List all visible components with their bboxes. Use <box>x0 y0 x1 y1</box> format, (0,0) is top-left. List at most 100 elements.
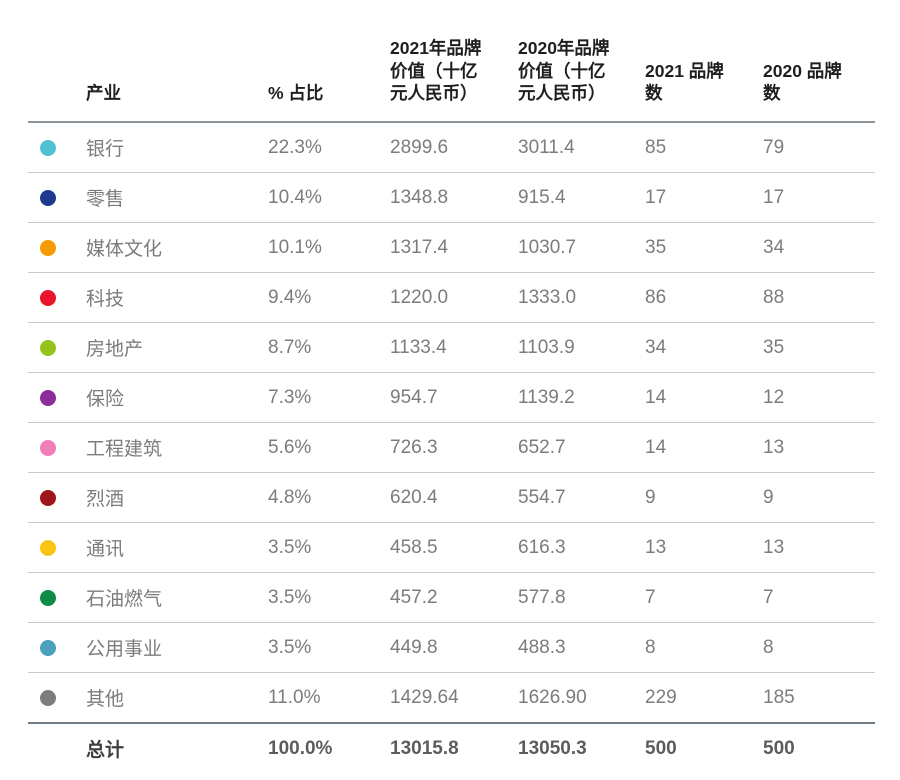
cell-brand-value-2021: 620.4 <box>390 486 438 508</box>
cell-brand-count-2020: 8 <box>763 636 774 658</box>
cell-brand-count-2020: 88 <box>763 286 785 308</box>
industry-brand-value-table: 产业 % 占比 2021年品牌价值（十亿元人民币） 2020年品牌价值（十亿元人… <box>28 0 875 773</box>
table-header-row: 产业 % 占比 2021年品牌价值（十亿元人民币） 2020年品牌价值（十亿元人… <box>28 0 875 123</box>
cell-brand-value-2020: 616.3 <box>518 536 566 558</box>
legend-dot-icon <box>40 289 56 306</box>
legend-dot-cell <box>28 439 86 456</box>
cell-brand-value-2020: 652.7 <box>518 436 566 458</box>
cell-brand-count-2020: 12 <box>763 386 785 408</box>
cell-pct-share: 4.8% <box>268 486 312 508</box>
cell-pct-share: 11.0% <box>268 686 321 708</box>
cell-pct-share: 10.1% <box>268 236 322 258</box>
column-header-brand-value-2020: 2020年品牌价值（十亿元人民币） <box>518 37 610 104</box>
table-row: 零售 10.4% 1348.8 915.4 17 17 <box>28 173 875 223</box>
table-row: 烈酒 4.8% 620.4 554.7 9 9 <box>28 473 875 523</box>
cell-brand-value-2020: 1103.9 <box>518 336 575 358</box>
legend-dot-icon <box>40 589 56 606</box>
cell-brand-value-2021: 457.2 <box>390 586 438 608</box>
cell-pct-share: 5.6% <box>268 436 312 458</box>
cell-industry: 其他 <box>86 689 125 710</box>
legend-dot-icon <box>40 339 56 356</box>
cell-brand-count-2020: 79 <box>763 136 785 158</box>
cell-brand-value-2021: 458.5 <box>390 536 438 558</box>
cell-brand-count-2021: 86 <box>645 286 667 308</box>
table-row: 科技 9.4% 1220.0 1333.0 86 88 <box>28 273 875 323</box>
total-pct-share: 100.0% <box>268 737 333 759</box>
cell-brand-value-2020: 915.4 <box>518 186 566 208</box>
column-header-brand-value-2021: 2021年品牌价值（十亿元人民币） <box>390 37 482 104</box>
cell-brand-count-2021: 14 <box>645 386 667 408</box>
cell-industry: 工程建筑 <box>86 439 163 460</box>
column-header-pct-share: % 占比 <box>268 83 324 104</box>
legend-dot-icon <box>40 489 56 506</box>
cell-brand-count-2021: 14 <box>645 436 667 458</box>
cell-pct-share: 8.7% <box>268 336 312 358</box>
table-total-row: 总计 100.0% 13015.8 13050.3 500 500 <box>28 722 875 773</box>
cell-pct-share: 3.5% <box>268 536 312 558</box>
cell-brand-count-2021: 8 <box>645 636 656 658</box>
table-row: 工程建筑 5.6% 726.3 652.7 14 13 <box>28 423 875 473</box>
table-row: 银行 22.3% 2899.6 3011.4 85 79 <box>28 123 875 173</box>
cell-brand-value-2021: 449.8 <box>390 636 438 658</box>
total-brand-count-2020: 500 <box>763 737 795 759</box>
cell-industry: 公用事业 <box>86 639 163 660</box>
cell-brand-value-2020: 577.8 <box>518 586 566 608</box>
cell-brand-value-2021: 954.7 <box>390 386 438 408</box>
cell-brand-count-2021: 9 <box>645 486 656 508</box>
total-brand-value-2020: 13050.3 <box>518 737 587 759</box>
cell-brand-count-2020: 9 <box>763 486 774 508</box>
cell-brand-value-2020: 488.3 <box>518 636 566 658</box>
column-header-brand-count-2020: 2020 品牌数 <box>763 60 842 104</box>
cell-brand-count-2020: 7 <box>763 586 774 608</box>
cell-brand-value-2021: 1348.8 <box>390 186 449 208</box>
legend-dot-cell <box>28 139 86 156</box>
legend-dot-cell <box>28 639 86 656</box>
legend-dot-cell <box>28 289 86 306</box>
cell-industry: 烈酒 <box>86 489 125 510</box>
total-label: 总计 <box>86 740 125 761</box>
cell-industry: 通讯 <box>86 539 125 560</box>
cell-brand-value-2021: 1317.4 <box>390 236 449 258</box>
legend-dot-cell <box>28 189 86 206</box>
legend-dot-icon <box>40 639 56 656</box>
cell-brand-value-2020: 554.7 <box>518 486 566 508</box>
table-row: 公用事业 3.5% 449.8 488.3 8 8 <box>28 623 875 673</box>
cell-industry: 科技 <box>86 289 125 310</box>
legend-dot-cell <box>28 389 86 406</box>
cell-brand-count-2020: 13 <box>763 436 785 458</box>
cell-pct-share: 9.4% <box>268 286 312 308</box>
cell-brand-count-2021: 17 <box>645 186 667 208</box>
table-row: 媒体文化 10.1% 1317.4 1030.7 35 34 <box>28 223 875 273</box>
cell-brand-count-2021: 13 <box>645 536 667 558</box>
cell-brand-value-2020: 1626.90 <box>518 686 587 708</box>
cell-pct-share: 10.4% <box>268 186 322 208</box>
cell-brand-count-2021: 85 <box>645 136 667 158</box>
cell-brand-count-2021: 34 <box>645 336 667 358</box>
legend-dot-cell <box>28 489 86 506</box>
legend-dot-cell <box>28 339 86 356</box>
cell-brand-count-2021: 229 <box>645 686 677 708</box>
cell-brand-value-2021: 1133.4 <box>390 336 447 358</box>
table-row: 石油燃气 3.5% 457.2 577.8 7 7 <box>28 573 875 623</box>
cell-industry: 石油燃气 <box>86 589 163 610</box>
cell-pct-share: 3.5% <box>268 586 312 608</box>
legend-dot-icon <box>40 239 56 256</box>
cell-industry: 房地产 <box>86 339 144 360</box>
legend-dot-icon <box>40 189 56 206</box>
column-header-brand-count-2021: 2021 品牌数 <box>645 60 724 104</box>
total-brand-count-2021: 500 <box>645 737 677 759</box>
total-brand-value-2021: 13015.8 <box>390 737 459 759</box>
cell-brand-value-2021: 1429.64 <box>390 686 459 708</box>
cell-brand-count-2020: 13 <box>763 536 785 558</box>
cell-brand-count-2020: 17 <box>763 186 785 208</box>
cell-brand-value-2021: 2899.6 <box>390 136 449 158</box>
cell-pct-share: 7.3% <box>268 386 312 408</box>
legend-dot-icon <box>40 439 56 456</box>
table-body: 银行 22.3% 2899.6 3011.4 85 79 零售 10.4% 13… <box>28 123 875 722</box>
cell-brand-count-2020: 185 <box>763 686 795 708</box>
table-row: 保险 7.3% 954.7 1139.2 14 12 <box>28 373 875 423</box>
cell-brand-value-2020: 3011.4 <box>518 136 575 158</box>
legend-dot-icon <box>40 539 56 556</box>
cell-brand-value-2021: 1220.0 <box>390 286 449 308</box>
cell-brand-count-2020: 35 <box>763 336 785 358</box>
